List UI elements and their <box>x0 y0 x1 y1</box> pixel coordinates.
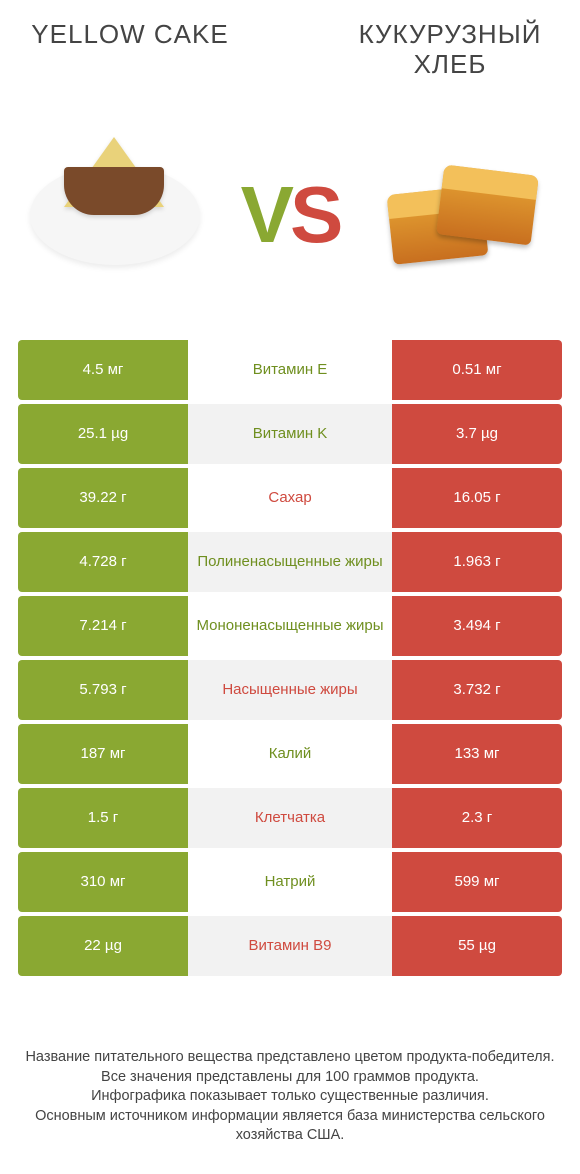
right-value: 3.7 µg <box>392 404 562 464</box>
left-value: 310 мг <box>18 852 188 912</box>
right-value: 133 мг <box>392 724 562 784</box>
table-row: 310 мгНатрий599 мг <box>18 852 562 912</box>
left-value: 22 µg <box>18 916 188 976</box>
table-row: 4.728 гПолиненасыщенные жиры1.963 г <box>18 532 562 592</box>
table-row: 4.5 мгВитамин E0.51 мг <box>18 340 562 400</box>
comparison-table: 4.5 мгВитамин E0.51 мг25.1 µgВитамин K3.… <box>0 340 580 980</box>
nutrient-name: Полиненасыщенные жиры <box>188 532 392 592</box>
left-value: 5.793 г <box>18 660 188 720</box>
table-row: 25.1 µgВитамин K3.7 µg <box>18 404 562 464</box>
header: YELLOW CAKE КУКУРУЗНЫЙ ХЛЕБ <box>0 0 580 90</box>
left-product-title: YELLOW CAKE <box>30 20 230 80</box>
vs-label: VS <box>241 169 340 261</box>
left-value: 39.22 г <box>18 468 188 528</box>
right-product-image <box>370 120 560 310</box>
vs-row: VS <box>0 120 580 310</box>
right-value: 599 мг <box>392 852 562 912</box>
nutrient-name: Витамин K <box>188 404 392 464</box>
nutrient-name: Сахар <box>188 468 392 528</box>
nutrient-name: Витамин B9 <box>188 916 392 976</box>
table-row: 1.5 гКлетчатка2.3 г <box>18 788 562 848</box>
right-value: 55 µg <box>392 916 562 976</box>
nutrient-name: Натрий <box>188 852 392 912</box>
table-row: 5.793 гНасыщенные жиры3.732 г <box>18 660 562 720</box>
nutrient-name: Витамин E <box>188 340 392 400</box>
right-value: 2.3 г <box>392 788 562 848</box>
left-value: 187 мг <box>18 724 188 784</box>
right-product-title: КУКУРУЗНЫЙ ХЛЕБ <box>350 20 550 80</box>
footer-line: Основным источником информации является … <box>18 1107 562 1146</box>
left-product-image <box>20 120 210 310</box>
right-value: 3.494 г <box>392 596 562 656</box>
nutrient-name: Калий <box>188 724 392 784</box>
table-row: 22 µgВитамин B955 µg <box>18 916 562 976</box>
nutrient-name: Насыщенные жиры <box>188 660 392 720</box>
right-value: 16.05 г <box>392 468 562 528</box>
left-value: 4.5 мг <box>18 340 188 400</box>
nutrient-name: Мононенасыщенные жиры <box>188 596 392 656</box>
left-value: 4.728 г <box>18 532 188 592</box>
right-value: 3.732 г <box>392 660 562 720</box>
table-row: 39.22 гСахар16.05 г <box>18 468 562 528</box>
footer-line: Инфографика показывает только существенн… <box>18 1087 562 1107</box>
footer-line: Название питательного вещества представл… <box>18 1048 562 1068</box>
footer-line: Все значения представлены для 100 граммо… <box>18 1068 562 1088</box>
table-row: 7.214 гМононенасыщенные жиры3.494 г <box>18 596 562 656</box>
vs-s: S <box>290 170 339 259</box>
left-value: 1.5 г <box>18 788 188 848</box>
left-value: 25.1 µg <box>18 404 188 464</box>
nutrient-name: Клетчатка <box>188 788 392 848</box>
left-value: 7.214 г <box>18 596 188 656</box>
right-value: 0.51 мг <box>392 340 562 400</box>
footer-notes: Название питательного вещества представл… <box>0 1024 580 1174</box>
table-row: 187 мгКалий133 мг <box>18 724 562 784</box>
right-value: 1.963 г <box>392 532 562 592</box>
vs-v: V <box>241 170 290 259</box>
